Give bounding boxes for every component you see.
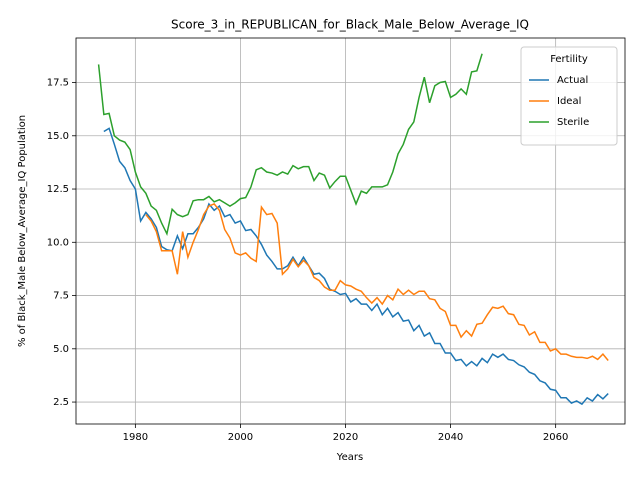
- legend: Fertility Actual Ideal Sterile: [520, 46, 618, 146]
- data-line: [103, 127, 609, 406]
- x-tick-label: 2020: [333, 432, 358, 443]
- x-tick-label: 2060: [543, 432, 568, 443]
- legend-title: Fertility: [550, 54, 588, 65]
- legend-label: Ideal: [557, 96, 581, 107]
- y-axis-label: % of Black_Male Below_Average_IQ Populat…: [17, 115, 28, 347]
- data-line: [97, 53, 483, 237]
- x-tick-label: 2000: [228, 432, 253, 443]
- y-tick-label: 12.5: [47, 184, 69, 195]
- grid: 1980 2000 2020 2040 2060 2.5 5.0 7.5 10.0 12.5 15.…: [47, 38, 625, 443]
- x-axis-label: Years: [336, 452, 363, 463]
- lines: [97, 53, 609, 406]
- plot-frame: [75, 37, 626, 425]
- chart-title: Score_3_in_REPUBLICAN_for_Black_Male_Bel…: [171, 18, 529, 32]
- x-tick-label: 1980: [123, 432, 148, 443]
- y-tick-label: 5.0: [53, 344, 69, 355]
- data-line: [145, 203, 609, 361]
- y-tick-label: 15.0: [47, 131, 69, 142]
- y-tick-label: 10.0: [47, 237, 69, 248]
- legend-box: [520, 46, 618, 146]
- legend-label: Actual: [557, 75, 588, 86]
- x-tick-label: 2040: [438, 432, 463, 443]
- y-tick-label: 17.5: [47, 78, 69, 89]
- y-tick-label: 7.5: [53, 291, 69, 302]
- legend-label: Sterile: [557, 117, 589, 128]
- y-tick-label: 2.5: [53, 397, 69, 408]
